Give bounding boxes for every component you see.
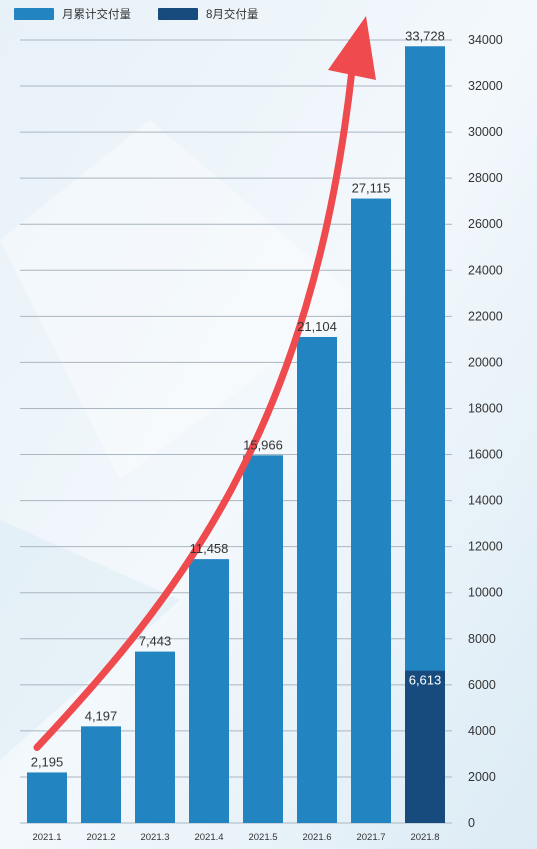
y-tick-label: 26000 xyxy=(468,217,503,231)
data-label-cumulative: 2,195 xyxy=(31,754,64,769)
y-tick-label: 2000 xyxy=(468,770,496,784)
data-label-cumulative: 7,443 xyxy=(139,634,172,649)
data-label-monthly: 6,613 xyxy=(409,673,442,688)
bar-cumulative-2021.7 xyxy=(351,198,391,823)
x-tick-label: 2021.8 xyxy=(410,832,439,843)
y-tick-label: 8000 xyxy=(468,632,496,646)
y-tick-label: 32000 xyxy=(468,79,503,93)
bar-monthly-2021.8 xyxy=(405,670,445,823)
value-labels: 2,195 4,197 7,443 11,458 15,966 21,104 27,115 6… xyxy=(31,28,445,769)
data-label-cumulative: 15,966 xyxy=(243,437,283,452)
y-tick-label: 4000 xyxy=(468,724,496,738)
legend-swatch-monthly xyxy=(158,8,198,20)
x-tick-label: 2021.3 xyxy=(140,832,169,843)
x-tick-label: 2021.5 xyxy=(248,832,277,843)
y-tick-label: 30000 xyxy=(468,125,503,139)
y-tick-label: 14000 xyxy=(468,494,503,508)
bar-cumulative-2021.3 xyxy=(135,651,175,823)
data-label-cumulative: 33,728 xyxy=(405,28,445,43)
y-tick-label: 10000 xyxy=(468,586,503,600)
data-label-cumulative: 4,197 xyxy=(85,708,118,723)
bar-cumulative-2021.5 xyxy=(243,455,283,823)
y-tick-label: 28000 xyxy=(468,171,503,185)
bars xyxy=(27,46,445,824)
x-tick-label: 2021.7 xyxy=(356,832,385,843)
background-decoration xyxy=(0,120,360,480)
growth-arrow-head xyxy=(328,16,376,80)
y-axis: 0 2000 4000 6000 8000 10000 12000 14000 16000 180… xyxy=(468,33,503,830)
data-label-cumulative: 27,115 xyxy=(352,181,391,196)
background-decoration xyxy=(0,520,180,760)
data-label-cumulative: 11,458 xyxy=(190,541,229,556)
y-tick-label: 6000 xyxy=(468,678,496,692)
legend-swatch-cumulative xyxy=(14,8,54,20)
y-tick-label: 34000 xyxy=(468,33,503,47)
legend-label-monthly: 8月交付量 xyxy=(206,7,258,21)
y-tick-label: 20000 xyxy=(468,355,503,369)
y-tick-label: 22000 xyxy=(468,309,503,323)
x-tick-label: 2021.2 xyxy=(86,832,115,843)
y-tick-label: 24000 xyxy=(468,263,503,277)
legend: 月累计交付量 8月交付量 xyxy=(14,7,258,21)
bar-cumulative-2021.6 xyxy=(297,336,337,823)
bar-cumulative-2021.4 xyxy=(189,559,229,823)
data-label-cumulative: 21,104 xyxy=(297,319,337,334)
x-tick-label: 2021.6 xyxy=(302,832,331,843)
bar-cumulative-2021.2 xyxy=(81,726,121,823)
y-tick-label: 0 xyxy=(468,816,475,830)
y-tick-label: 12000 xyxy=(468,540,503,554)
growth-arrow xyxy=(33,16,376,751)
bar-cumulative-2021.1 xyxy=(27,772,67,823)
x-tick-label: 2021.4 xyxy=(194,832,223,843)
growth-arrow-shaft xyxy=(33,66,356,751)
y-tick-label: 18000 xyxy=(468,401,503,415)
legend-label-cumulative: 月累计交付量 xyxy=(62,7,131,21)
y-tick-label: 16000 xyxy=(468,448,503,462)
x-tick-label: 2021.1 xyxy=(32,832,61,843)
x-axis: 2021.1 2021.2 2021.3 2021.4 2021.5 2021.6 2021… xyxy=(32,832,439,843)
